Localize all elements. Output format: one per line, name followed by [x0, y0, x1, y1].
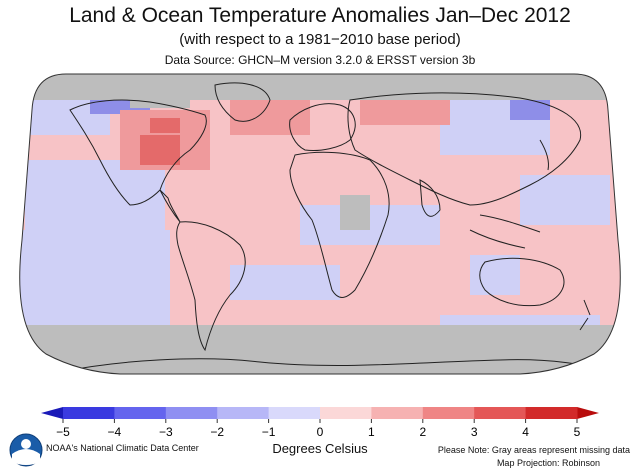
- asia: [347, 92, 582, 206]
- scale-tick-label: 4: [522, 425, 529, 439]
- scale-segment: [422, 407, 475, 419]
- scale-tick-label: 1: [368, 425, 375, 439]
- india: [419, 179, 441, 217]
- antarctica: [59, 358, 611, 373]
- europe: [289, 103, 356, 151]
- map-border: [19, 73, 621, 375]
- strong-warm-regions: [140, 118, 180, 165]
- japan: [539, 139, 549, 171]
- scale-tick-label: −1: [262, 425, 276, 439]
- scale-tick-label: −5: [56, 425, 70, 439]
- credit: NOAA's National Climatic Data Center: [46, 443, 199, 453]
- missing-data-note: Please Note: Gray areas represent missin…: [437, 445, 630, 455]
- north-america: [69, 99, 207, 206]
- australia: [479, 257, 565, 307]
- units-label: Degrees Celsius: [272, 441, 368, 456]
- scale-segment: [320, 407, 372, 419]
- southeast-asia-islands: [469, 214, 541, 249]
- cool-anomaly-regions: [20, 95, 610, 345]
- map-title: Land & Ocean Temperature Anomalies Jan–D…: [69, 4, 571, 27]
- greenland: [214, 82, 271, 122]
- scale-tick-label: 0: [317, 425, 324, 439]
- data-source: Data Source: GHCN–M version 3.2.0 & ERSS…: [164, 53, 476, 67]
- noaa-logo: [9, 433, 43, 467]
- scale-segment: [371, 407, 424, 419]
- new-zealand: [579, 299, 591, 331]
- scale-segment: [217, 407, 270, 419]
- map-subtitle: (with respect to a 1981−2010 base period…: [179, 31, 461, 48]
- scale-segment: [474, 407, 527, 419]
- scale-tick-label: 5: [574, 425, 581, 439]
- scale-tick-label: −2: [210, 425, 224, 439]
- continent-outlines: [59, 82, 611, 373]
- scale-arrow-left: [41, 407, 63, 419]
- scale-segment: [114, 407, 167, 419]
- scale-tick-label: −3: [159, 425, 173, 439]
- scale-arrow-right: [577, 407, 599, 419]
- scale-tick-label: 2: [419, 425, 426, 439]
- scale-segment: [268, 407, 321, 419]
- africa: [289, 151, 390, 298]
- scale-segment: [63, 407, 115, 419]
- south-america: [176, 221, 246, 352]
- projection-note: Map Projection: Robinson: [496, 458, 600, 468]
- scale-tick-label: 3: [471, 425, 478, 439]
- scale-segment: [165, 407, 218, 419]
- scale-tick-label: −4: [108, 425, 122, 439]
- scale-segment: [525, 407, 578, 419]
